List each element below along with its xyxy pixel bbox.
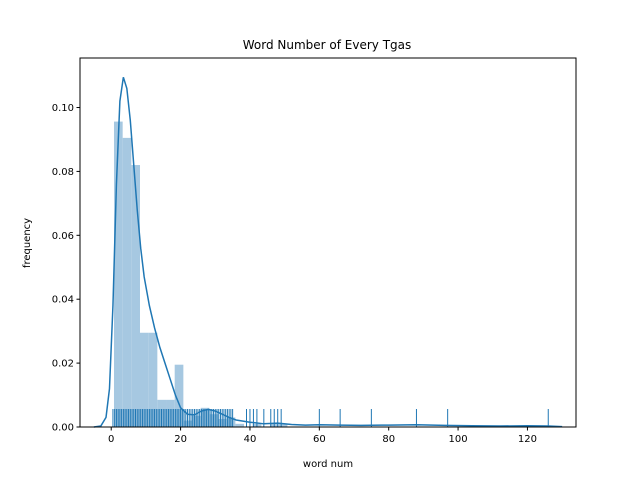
kde-line	[93, 76, 563, 428]
x-axis-ticks: 0 20 40 60 80 100 120	[108, 427, 537, 445]
x-tick-label-3: 60	[313, 434, 326, 445]
histogram-bar-4	[148, 332, 158, 427]
x-tick-label-5: 100	[449, 434, 468, 445]
histogram-bar-2	[131, 165, 140, 427]
y-tick-label-3: 0.06	[52, 231, 74, 242]
y-tick-label-5: 0.10	[52, 103, 74, 114]
x-tick-label-0: 0	[108, 434, 114, 445]
histogram-bars	[113, 121, 288, 427]
plot-frame	[79, 57, 577, 428]
y-tick-label-1: 0.02	[52, 359, 74, 370]
x-tick-label-6: 120	[518, 434, 537, 445]
histogram-bar-7	[174, 364, 184, 427]
histogram-bar-17	[278, 423, 288, 427]
histogram-bar-0	[113, 121, 123, 427]
histogram-bar-3	[140, 332, 149, 427]
histogram-bar-14	[235, 423, 245, 427]
chart-title: Word Number of Every Tgas	[243, 38, 412, 52]
x-tick-label-2: 40	[244, 434, 257, 445]
x-axis-label: word num	[303, 459, 353, 470]
y-axis-ticks: 0.00 0.02 0.04 0.06 0.08 0.10	[52, 103, 80, 434]
x-tick-label-1: 20	[174, 434, 187, 445]
y-tick-label-0: 0.00	[52, 423, 74, 434]
y-axis-label: frequency	[22, 218, 33, 268]
histogram-bar-1	[122, 137, 132, 427]
x-tick-label-4: 80	[382, 434, 395, 445]
y-tick-label-2: 0.04	[52, 295, 74, 306]
y-tick-label-4: 0.08	[52, 167, 74, 178]
